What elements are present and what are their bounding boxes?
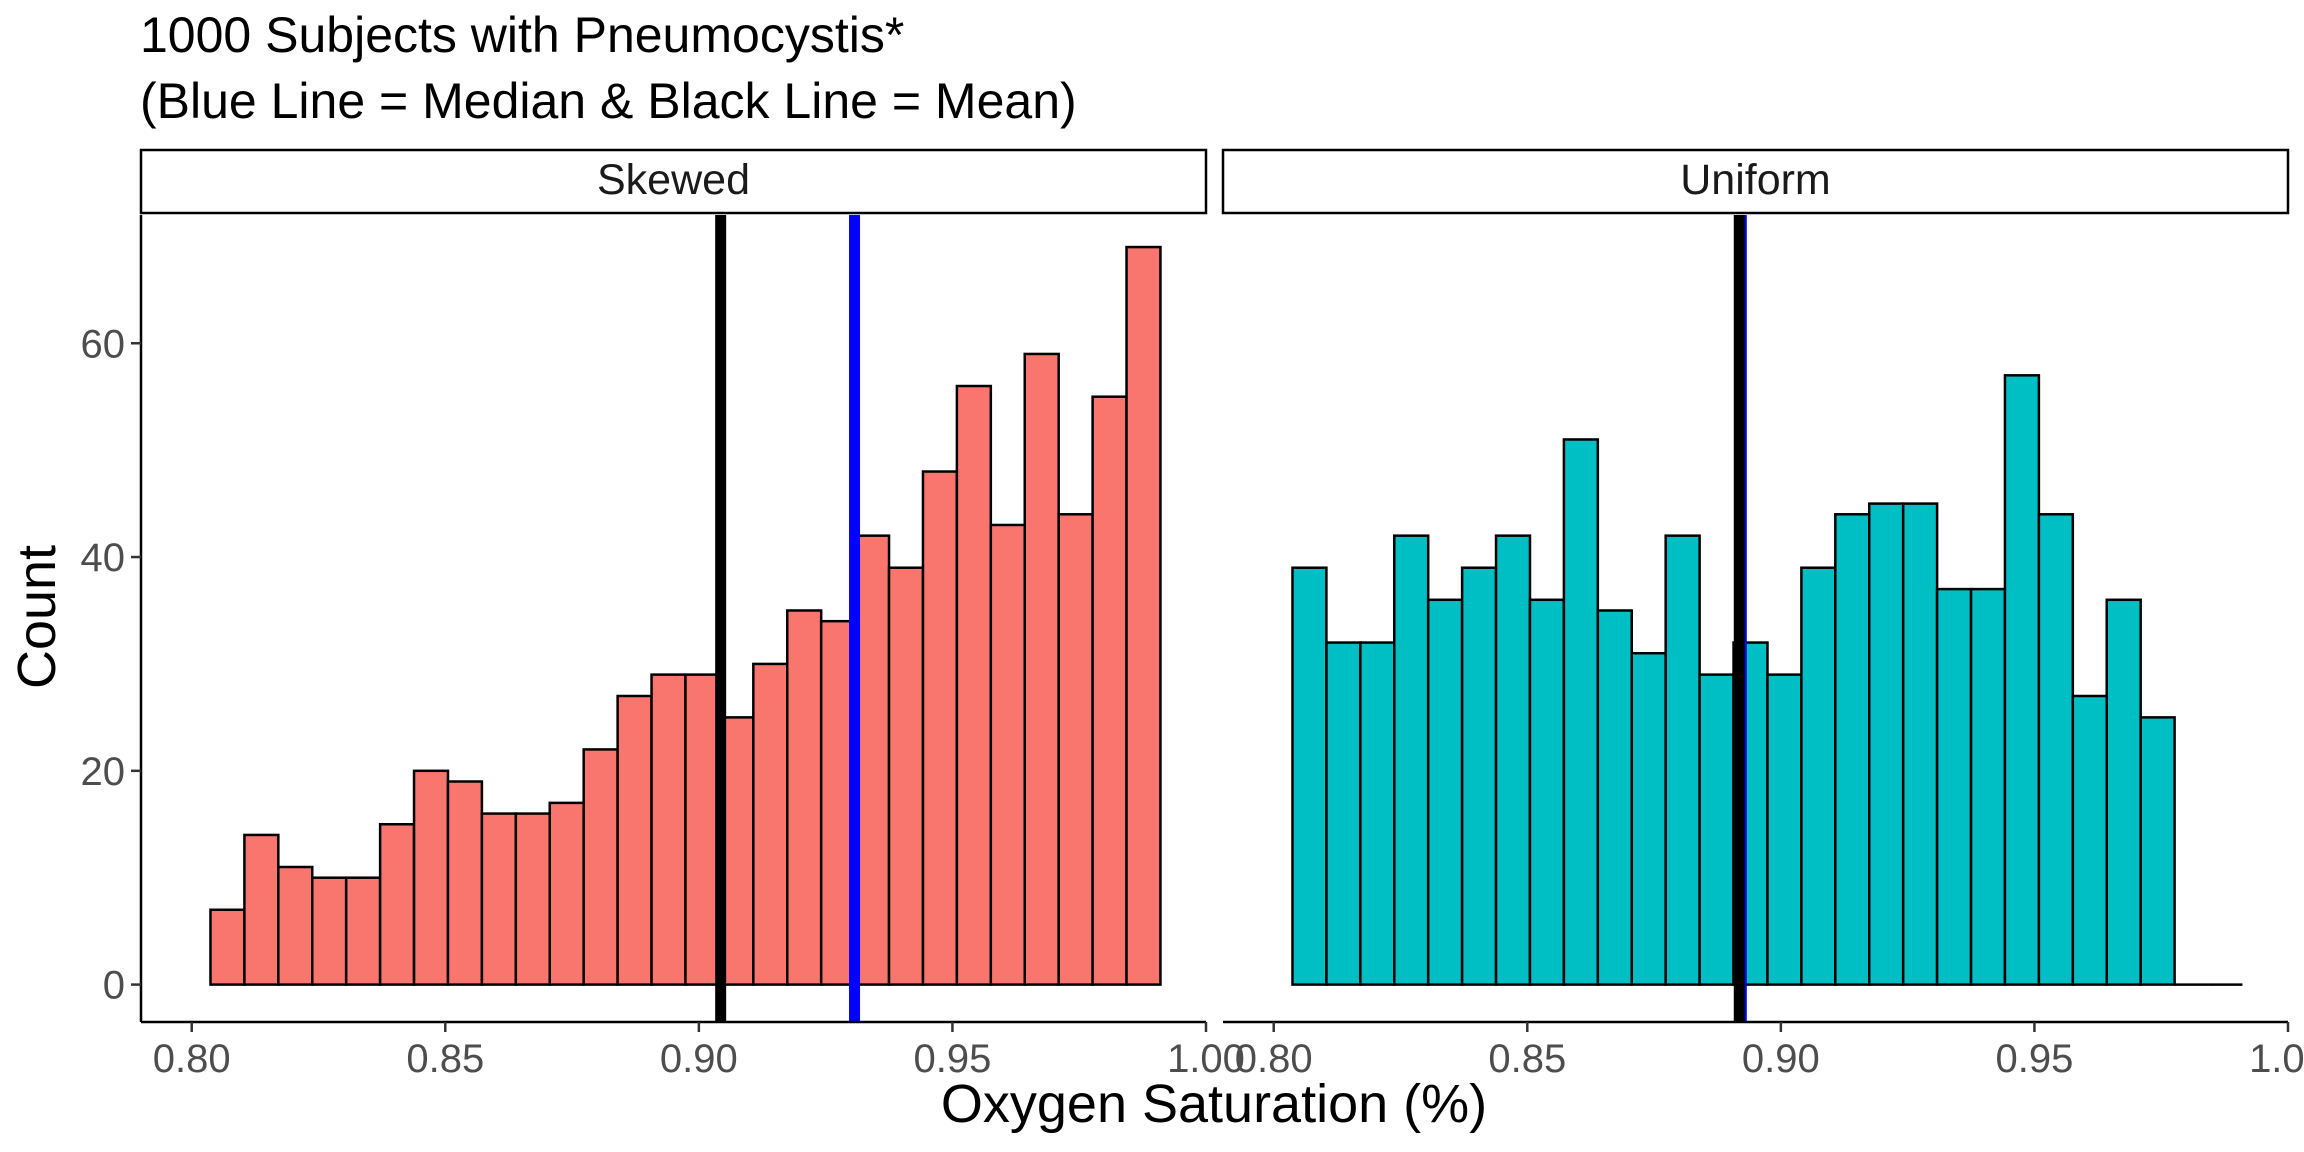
- histogram-bar: [2071, 694, 2108, 986]
- histogram-bar: [412, 769, 450, 986]
- histogram-bar: [1834, 513, 1871, 986]
- histogram-bar: [989, 523, 1026, 986]
- histogram-bar: [853, 534, 891, 986]
- histogram-bar: [786, 609, 823, 986]
- x-tick-label: 0.80: [1235, 1037, 1313, 1081]
- histogram-bar: [616, 694, 653, 986]
- histogram-bar: [1359, 641, 1396, 986]
- x-tick-label: 1.00: [1167, 1037, 1245, 1081]
- histogram-bar: [1325, 641, 1362, 986]
- chart-subtitle: (Blue Line = Median & Black Line = Mean): [140, 73, 1077, 129]
- histogram-bar: [446, 780, 484, 986]
- facet-strip: [1221, 148, 2290, 215]
- histogram-bar: [344, 876, 382, 986]
- histogram-bar: [548, 801, 585, 986]
- y-tick-label: 20: [81, 750, 126, 794]
- x-tick-label: 0.90: [1742, 1037, 1820, 1081]
- y-tick-label: 60: [81, 322, 126, 366]
- x-tick-label: 0.95: [1995, 1037, 2073, 1081]
- chart-title: 1000 Subjects with Pneumocystis*: [140, 7, 904, 63]
- histogram-bar: [1698, 673, 1735, 986]
- histogram-bar: [378, 823, 416, 986]
- histogram-bar: [1935, 587, 1973, 986]
- x-tick-label: 0.80: [153, 1037, 231, 1081]
- histogram-bar: [1596, 609, 1634, 986]
- histogram-bar: [277, 865, 314, 986]
- x-tick-label: 0.90: [660, 1037, 738, 1081]
- y-axis-label: Count: [7, 545, 67, 689]
- histogram-bar: [1125, 245, 1162, 986]
- histogram-bar: [1291, 566, 1328, 986]
- histogram-bar: [955, 384, 993, 986]
- histogram-bar: [1023, 352, 1060, 986]
- histogram-bar: [1969, 587, 2007, 986]
- x-axis-label: Oxygen Saturation (%): [941, 1074, 1487, 1134]
- histogram-bar: [1460, 566, 1498, 986]
- x-tick-label: 0.85: [1488, 1037, 1566, 1081]
- panel-skewed: Skewed 0 20 40 60 0.80 0.85 0.90 0.95 1.00: [81, 148, 1245, 1081]
- histogram-bar: [514, 812, 552, 986]
- histogram-bar: [1766, 673, 1803, 986]
- facet-strip-label: Uniform: [1680, 156, 1831, 204]
- histogram-bar: [887, 566, 925, 986]
- y-tick-label: 40: [81, 536, 126, 580]
- histogram-bar: [1901, 502, 1939, 986]
- histogram-bar: [2037, 513, 2075, 986]
- histogram-bar: [209, 908, 246, 986]
- y-tick-label: 0: [103, 964, 125, 1008]
- histogram-bar: [1091, 395, 1128, 986]
- histogram-bar: [2139, 716, 2176, 986]
- x-tick-label: 0.85: [406, 1037, 484, 1081]
- histogram-bar: [921, 470, 959, 986]
- histogram-bar: [1057, 513, 1094, 986]
- histogram-bar: [1528, 598, 1566, 986]
- histogram-bar: [1868, 502, 1905, 986]
- histogram-bar: [311, 876, 348, 986]
- x-tick-label: 0.95: [913, 1037, 991, 1081]
- facet-strip: [139, 148, 1208, 215]
- histogram-bar: [1393, 534, 1430, 986]
- histogram-bar: [684, 673, 721, 986]
- histogram-bar: [2105, 598, 2142, 986]
- histogram-bar: [1562, 438, 1600, 986]
- histogram-bar: [582, 748, 619, 986]
- histogram-bar: [1426, 598, 1464, 986]
- histogram-bar: [1800, 566, 1837, 986]
- x-tick-label: 1.00: [2249, 1037, 2304, 1081]
- histogram-bar: [243, 833, 280, 986]
- histogram-bar: [480, 812, 518, 986]
- histogram-bar: [650, 673, 687, 986]
- histogram-bar: [2003, 374, 2041, 986]
- histogram-bar: [1494, 534, 1532, 986]
- histogram-bar: [1664, 534, 1701, 986]
- histogram-bar: [1630, 651, 1667, 986]
- panel-uniform: Uniform 0.80 0.85 0.90 0.95 1.00: [1221, 148, 2304, 1081]
- histogram-bar: [752, 662, 789, 986]
- facet-strip-label: Skewed: [597, 156, 750, 204]
